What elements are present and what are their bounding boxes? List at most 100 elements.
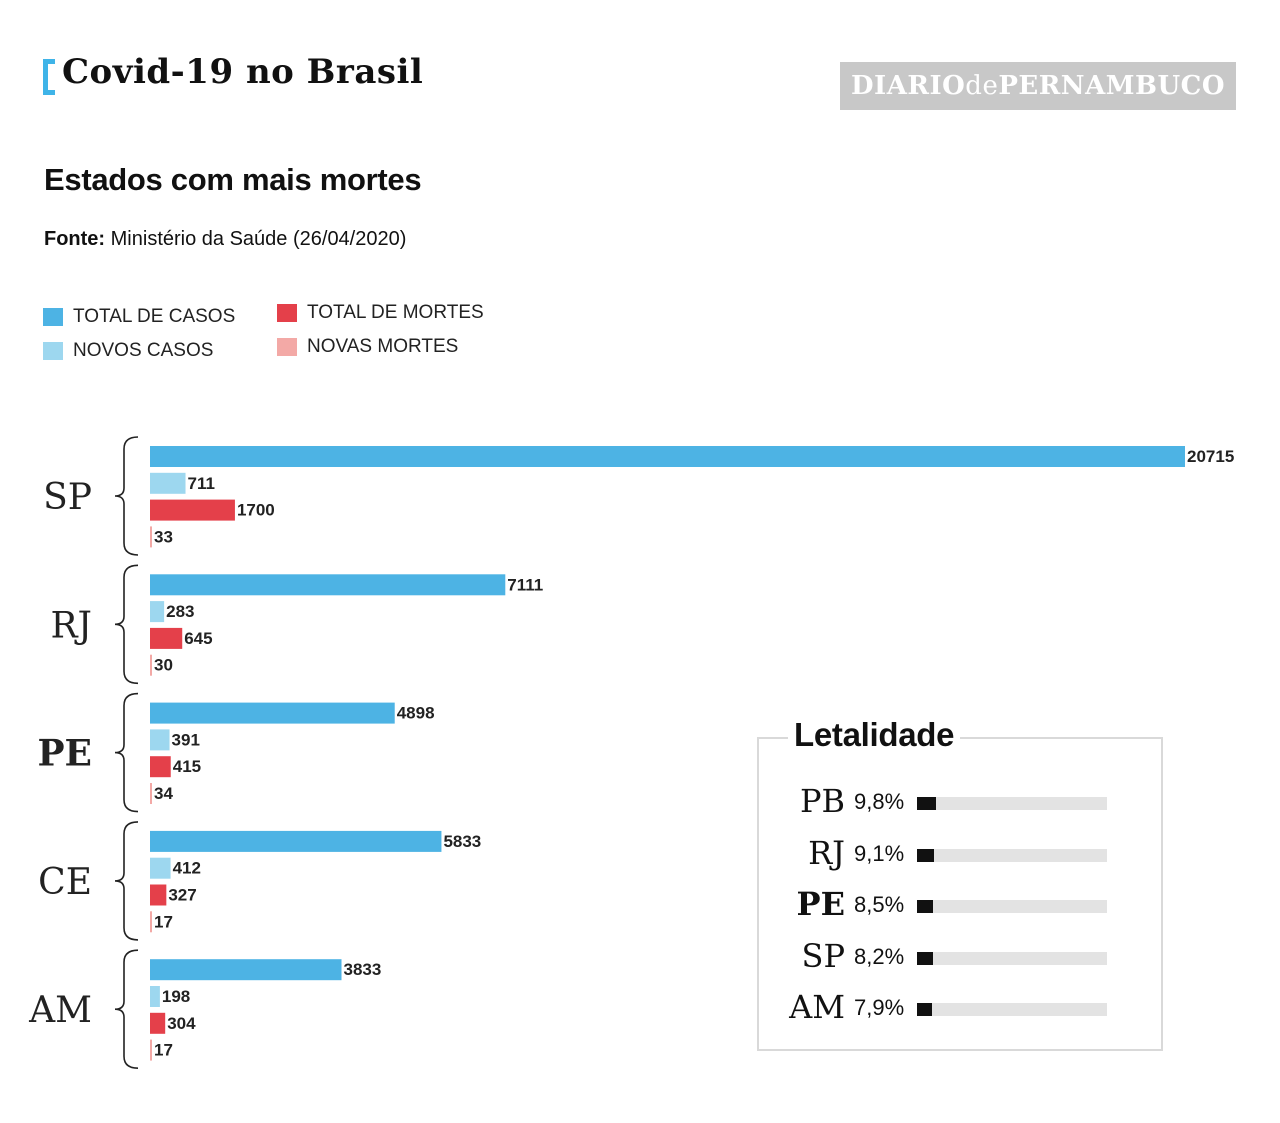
bar-novos-casos [150,601,165,623]
logo-part-pernambuco: PERNAMBUCO [998,71,1226,101]
data-label: 4898 [397,704,435,723]
letalidade-state: PE [796,885,845,923]
data-label: 412 [173,859,201,878]
bar-novos-casos [150,729,170,751]
bar-total-de-mortes [150,884,167,906]
legend-label: TOTAL DE CASOS [73,306,236,327]
logo-part-de: de [965,71,999,101]
data-label: 3833 [344,960,382,979]
data-label: 391 [172,730,200,749]
legend-label: NOVOS CASOS [73,340,214,361]
bar-total-de-casos [150,702,395,724]
bar-total-de-casos [150,830,442,852]
letalidade-percent: 7,9% [854,995,905,1020]
letalidade-percent: 9,8% [854,789,905,814]
bar-novas-mortes [150,654,152,676]
data-label: 711 [188,474,215,493]
legend-label: NOVAS MORTES [307,336,459,357]
bar-novas-mortes [150,526,152,548]
bar-novos-casos [150,857,171,879]
data-label: 283 [166,602,194,621]
data-label: 198 [162,987,190,1006]
data-label: 327 [168,886,196,905]
legend-item-total-casos: TOTAL DE CASOS [43,306,235,328]
bar-total-de-casos [150,574,506,596]
letalidade-row-rj: RJ 9,1% [757,833,1163,873]
brace-icon [114,564,139,685]
letalidade-bar-track [917,900,1107,913]
data-label: 20715 [1187,447,1234,466]
logo-part-diario: DIARIO [850,71,966,101]
bar-novas-mortes [150,783,152,804]
data-label: 34 [154,784,173,803]
publisher-logo: DIARIOdePERNAMBUCO [840,62,1236,110]
data-label: 17 [154,1041,173,1060]
brace-icon [114,436,139,556]
brace-icon [114,949,139,1069]
letalidade-row-pe: PE 8,5% [757,884,1163,924]
letalidade-bar-track [917,848,1107,862]
data-label: 17 [154,912,173,931]
letalidade-state: RJ [808,833,845,872]
data-label: 30 [154,656,173,675]
letalidade-state: SP [801,936,845,975]
legend-swatch-total-casos [43,308,63,326]
letalidade-row-am: AM 7,9% [757,987,1163,1027]
letalidade-state: AM [789,988,845,1026]
letalidade-bar-fill [917,797,936,810]
legend-swatch-total-mortes [277,304,297,322]
letalidade-title: Letalidade [788,716,961,754]
bar-total-de-mortes [150,627,183,649]
bar-novos-casos [150,986,160,1007]
bar-total-de-casos [150,959,342,981]
bar-total-de-mortes [150,1012,166,1034]
state-label: SP [43,477,92,518]
legend-item-novas-mortes: NOVAS MORTES [277,336,458,358]
legend-label: TOTAL DE MORTES [307,302,484,323]
state-group-rj: RJ 7111 283 645 30 [50,564,543,685]
state-label: PE [37,733,92,775]
letalidade-bar-fill [917,900,934,913]
title-bracket-icon [43,59,55,95]
page-title: Covid-19 no Brasil [62,52,424,92]
brace-icon [114,821,139,941]
letalidade-row-pb: PB 9,8% [757,781,1163,821]
bar-novas-mortes [150,911,152,933]
data-label: 33 [154,527,173,546]
legend-swatch-novos-casos [43,342,63,360]
bar-novos-casos [150,472,186,494]
legend-item-total-mortes: TOTAL DE MORTES [277,302,484,324]
letalidade-row-sp: SP 8,2% [757,936,1163,976]
data-label: 7111 [507,575,543,594]
legend-item-novos-casos: NOVOS CASOS [43,340,213,362]
source-text: Ministério da Saúde (26/04/2020) [105,228,407,250]
letalidade-percent: 8,5% [854,892,905,917]
bar-total-de-mortes [150,756,171,778]
data-label: 645 [184,629,212,648]
state-label: CE [38,862,92,903]
bar-novas-mortes [150,1039,152,1061]
letalidade-bar-fill [917,848,935,862]
brace-icon [114,692,139,813]
source-note: Fonte: Ministério da Saúde (26/04/2020) [44,228,406,251]
bar-total-de-casos [150,446,1185,467]
state-group-sp: SP 20715 711 1700 33 [43,436,1234,556]
bar-total-de-mortes [150,499,235,521]
source-label: Fonte: [44,228,106,250]
legend-swatch-novas-mortes [277,338,297,356]
letalidade-state: PB [799,782,845,820]
state-label: RJ [50,605,92,646]
state-label: AM [28,990,92,1031]
letalidade-bar-fill [917,1003,932,1016]
data-label: 304 [167,1014,196,1033]
state-group-ce: CE 5833 412 327 17 [38,821,481,941]
letalidade-percent: 9,1% [854,840,905,866]
letalidade-bar-track [917,1003,1107,1016]
state-group-am: AM 3833 198 304 17 [28,949,382,1069]
data-label: 5833 [443,832,481,851]
letalidade-bar-fill [917,951,933,965]
letalidade-percent: 8,2% [854,943,905,969]
data-label: 1700 [237,501,275,520]
